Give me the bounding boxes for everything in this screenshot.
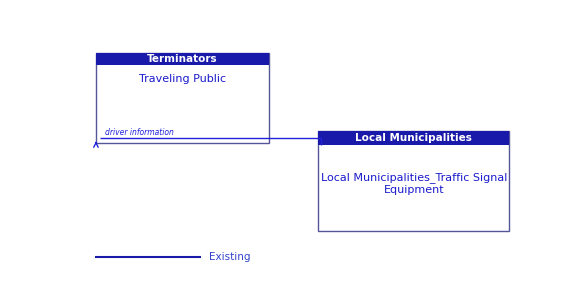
Bar [319, 131, 509, 231]
Text: Existing: Existing [210, 252, 251, 262]
Bar [96, 53, 268, 143]
Text: Local Municipalities: Local Municipalities [356, 133, 472, 143]
Text: Local Municipalities_Traffic Signal
Equipment: Local Municipalities_Traffic Signal Equi… [321, 173, 507, 195]
Bar [319, 131, 509, 145]
Bar [96, 53, 268, 65]
Text: Terminators: Terminators [147, 54, 217, 64]
Text: Traveling Public: Traveling Public [139, 74, 226, 84]
Text: driver information: driver information [105, 128, 174, 137]
